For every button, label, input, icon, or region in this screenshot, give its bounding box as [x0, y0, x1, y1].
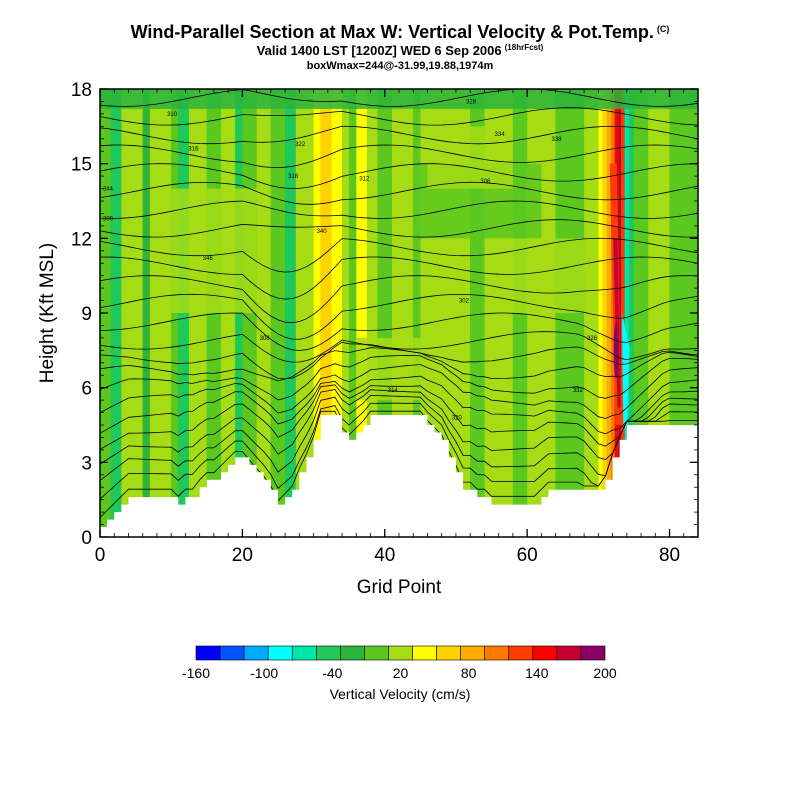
colorbar-swatch — [195, 645, 221, 661]
chart-title: Wind-Parallel Section at Max W: Vertical… — [130, 22, 670, 42]
x-tick-label: 0 — [95, 545, 106, 566]
contour-label: 312 — [359, 177, 370, 183]
colorbar-swatch — [580, 645, 606, 661]
potential-temperature-contours: 310 316 322 328 334 340 346 302 308 314 320 326 332 3… — [100, 89, 698, 518]
contour-label: 334 — [495, 132, 506, 138]
contour-label: 326 — [587, 336, 598, 342]
y-tick-label: 6 — [81, 379, 92, 400]
forecast-hour: (18hrFcst) — [504, 43, 544, 52]
y-tick-label: 15 — [71, 155, 92, 176]
chart-subtitle: Valid 1400 LST [1200Z] WED 6 Sep 2006 (18… — [256, 43, 544, 58]
contour-label: 320 — [452, 416, 463, 422]
contour-label: 346 — [203, 256, 214, 262]
colorbar-swatch — [532, 645, 558, 661]
contour-label: 302 — [459, 299, 470, 305]
axes: 0 20 40 60 80 0 3 6 9 12 15 18 — [71, 80, 699, 566]
colorbar-swatch — [484, 645, 510, 661]
y-axis-label: Height (Kft MSL) — [37, 243, 58, 383]
y-tick-label: 3 — [81, 453, 92, 474]
contour-label: 300 — [103, 216, 114, 222]
contour-label: 332 — [573, 388, 584, 394]
colorbar-swatch — [243, 645, 269, 661]
colorbar-swatch — [436, 645, 461, 661]
x-tick-label: 80 — [659, 545, 680, 566]
colorbar-swatch — [340, 645, 365, 661]
colorbar-swatch — [460, 645, 486, 661]
colorbar-tick-label: 20 — [393, 665, 409, 681]
x-tick-label: 20 — [232, 545, 253, 566]
colorbar-swatch — [291, 645, 317, 661]
colorbar-tick-label: 200 — [593, 665, 617, 681]
colorbar: -160 -100 -40 20 80 140 200 — [182, 645, 617, 681]
x-tick-label: 40 — [374, 545, 395, 566]
contour-label: 340 — [317, 229, 328, 235]
contour-label: 308 — [260, 336, 271, 342]
colorbar-tick-label: 80 — [461, 665, 477, 681]
colorbar-swatch — [412, 645, 437, 661]
x-axis-label: Grid Point — [357, 577, 442, 598]
contour-label: 310 — [167, 112, 178, 118]
colorbar-swatch — [556, 645, 582, 661]
title-suffix: (C) — [656, 24, 670, 34]
x-tick-label: 60 — [517, 545, 538, 566]
y-tick-label: 18 — [71, 80, 92, 101]
colorbar-swatch — [364, 645, 389, 661]
contour-label: 344 — [103, 187, 114, 193]
terrain-mask — [100, 415, 698, 537]
colorbar-swatch — [267, 645, 293, 661]
colorbar-swatch — [388, 645, 413, 661]
contour-label: 314 — [388, 388, 399, 394]
contour-label: 306 — [480, 179, 491, 185]
contour-label: 322 — [295, 142, 306, 148]
colorbar-tick-label: -40 — [322, 665, 342, 681]
contour-label: 328 — [466, 99, 477, 105]
y-tick-label: 9 — [81, 304, 92, 325]
colorbar-tick-label: -160 — [182, 665, 210, 681]
colorbar-tick-label: 140 — [525, 665, 549, 681]
contour-label: 318 — [288, 174, 299, 180]
contour-label: 338 — [552, 137, 563, 143]
y-tick-label: 0 — [81, 528, 92, 549]
box-info: boxWmax=244@-31.99,19.88,1974m — [306, 60, 494, 72]
colorbar-label: Vertical Velocity (cm/s) — [330, 686, 471, 702]
velocity-field — [100, 89, 698, 537]
colorbar-tick-label: -100 — [250, 665, 278, 681]
contour-label: 316 — [188, 147, 199, 153]
colorbar-swatch — [508, 645, 534, 661]
colorbar-swatch — [315, 645, 341, 661]
colorbar-swatch — [219, 645, 245, 661]
y-tick-label: 12 — [71, 229, 92, 250]
